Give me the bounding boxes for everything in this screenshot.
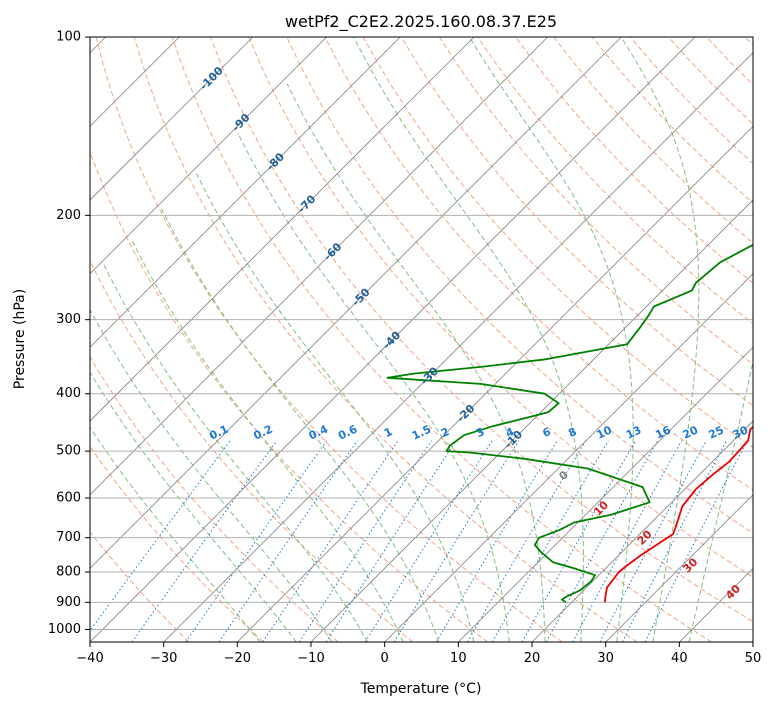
isotherm-line (605, 494, 753, 642)
mixing-ratio-label: 13 (624, 423, 643, 441)
moist-adiabat (131, 239, 404, 642)
dry-adiabat (210, 37, 753, 623)
plot-frame (89, 36, 754, 643)
mixing-ratio-line (185, 440, 328, 642)
y-tick-label: 400 (56, 386, 81, 401)
mixing-ratio-line (325, 440, 457, 642)
y-tick-label: 600 (56, 491, 81, 506)
dry-adiabat (133, 37, 638, 642)
mixing-ratio-line (521, 440, 637, 642)
x-tick-label: 30 (597, 651, 614, 666)
mixing-ratio-label: 30 (731, 423, 751, 441)
isotherm-line (90, 37, 475, 422)
dry-adiabat (95, 37, 563, 642)
mixing-ratio-line (572, 440, 683, 642)
moist-adiabat (237, 132, 510, 642)
isotherm-line (90, 37, 622, 569)
mixing-ratio-line (90, 440, 231, 632)
dewpoint-line (386, 243, 753, 604)
dry-adiabat (171, 37, 712, 642)
mixing-ratio-line (545, 440, 659, 642)
mixing-ratio-line (298, 440, 432, 642)
dry-adiabat (324, 37, 753, 491)
isotherm-line (163, 52, 753, 642)
dry-adiabat (515, 37, 753, 284)
x-tick-label: −40 (76, 651, 103, 666)
mixing-ratio-line (491, 440, 609, 642)
x-axis-label: Temperature (°C) (360, 681, 482, 697)
mixing-ratio-line (262, 440, 399, 642)
y-tick-label: 800 (56, 565, 81, 580)
y-tick-label: 900 (56, 595, 81, 610)
dry-adiabat (400, 37, 753, 407)
isotherm-line (531, 420, 753, 642)
y-tick-label: 500 (56, 444, 81, 459)
plot-area: -100-90-80-70-60-50-40-30-20-10010203040… (90, 37, 753, 642)
y-tick-label: 100 (56, 30, 81, 45)
x-tick-label: 20 (524, 651, 541, 666)
dry-adiabat (90, 445, 264, 642)
moist-adiabat (90, 426, 261, 642)
x-tick-label: 40 (671, 651, 688, 666)
pressure-gridlines (90, 37, 753, 630)
y-axis-ticks: 100 200 300 400 500 600 700 800 900 1000 (48, 30, 90, 637)
isotherm-line (90, 37, 327, 275)
dry-adiabats (90, 37, 753, 642)
moist-adiabat (196, 173, 475, 642)
x-tick-label: 10 (450, 651, 467, 666)
mixing-ratio-line (467, 440, 587, 642)
mixing-ratio-line (131, 440, 278, 642)
dry-adiabat (90, 150, 488, 642)
profile-series (386, 243, 753, 604)
moist-adiabat (102, 262, 369, 642)
y-tick-label: 300 (56, 312, 81, 327)
y-axis-label: Pressure (hPa) (12, 289, 28, 389)
isotherm-line (237, 125, 753, 642)
chart-title: wetPf2_C2E2.2025.160.08.37.E25 (285, 12, 557, 32)
x-tick-label: −20 (224, 651, 251, 666)
isotherm-line (90, 37, 548, 496)
x-tick-label: 50 (745, 651, 762, 666)
x-axis-ticks: −40 −30 −20 −10 0 10 20 30 40 50 (76, 642, 761, 666)
dry-adiabat (90, 356, 339, 642)
isotherm-line (458, 346, 753, 642)
mixing-ratio-label: 20 (681, 423, 701, 441)
dry-adiabat (90, 531, 190, 642)
moist-adiabat (286, 83, 546, 642)
mixing-ratio-line (364, 440, 493, 642)
isotherm-line (90, 37, 696, 642)
y-tick-label: 700 (56, 530, 81, 545)
mixing-ratio-label: 10 (595, 423, 615, 441)
mixing-ratio-line (435, 440, 558, 642)
dry-adiabat (438, 37, 753, 366)
moist-adiabat (468, 37, 634, 642)
isotherms (90, 37, 753, 642)
moist-adiabat (90, 371, 297, 642)
moist-adiabat (620, 37, 700, 642)
mixing-ratio-line (644, 440, 748, 642)
isotherm-line (384, 273, 753, 642)
moist-adiabat (90, 308, 333, 642)
x-tick-label: 0 (381, 651, 389, 666)
dry-adiabat (248, 37, 753, 578)
temperature-line (603, 425, 753, 603)
moist-adiabat (688, 358, 753, 642)
isotherm-line (90, 37, 254, 201)
x-tick-label: −30 (150, 651, 177, 666)
isotherm-line (90, 37, 401, 348)
y-tick-label: 200 (56, 208, 81, 223)
mixing-ratio-label: 16 (653, 423, 673, 441)
isotherm-line (310, 199, 753, 642)
y-tick-label: 1000 (48, 622, 81, 637)
x-tick-label: −10 (297, 651, 324, 666)
mixing-ratio-label: 25 (707, 423, 726, 441)
